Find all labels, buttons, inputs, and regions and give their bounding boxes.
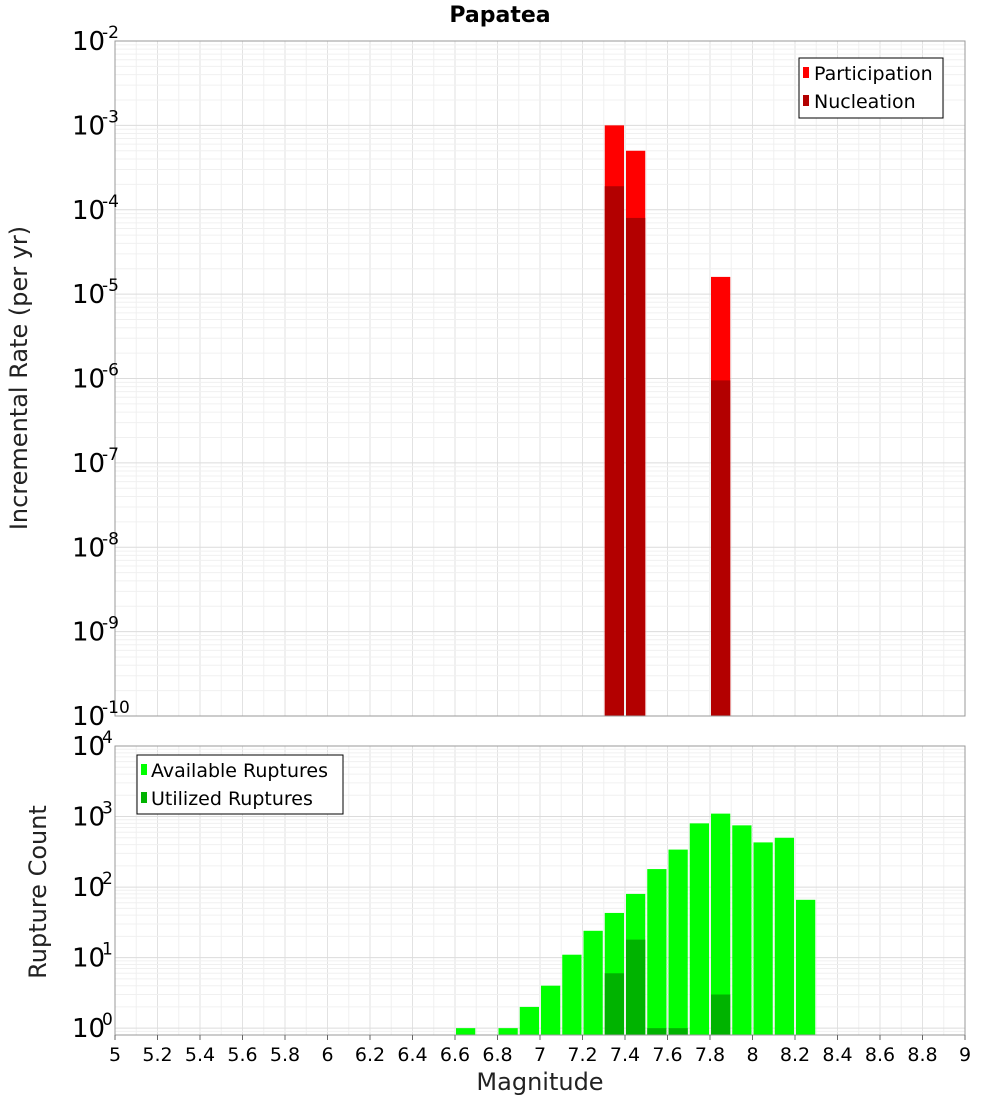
x-tick-label: 6.6 — [440, 1044, 470, 1066]
x-tick-label: 7.4 — [610, 1044, 640, 1066]
y-tick-exponent: -7 — [102, 445, 119, 465]
count-y-axis-label: Rupture Count — [24, 805, 52, 979]
y-tick-label: 10 — [72, 196, 105, 226]
rate-legend: Participation Nucleation — [798, 57, 944, 119]
x-tick-label: 7.2 — [567, 1044, 597, 1066]
y-tick-label: 10 — [72, 111, 105, 141]
x-tick-label: 7.8 — [695, 1044, 725, 1066]
x-tick-label: 8 — [746, 1044, 758, 1066]
x-tick-label: 5.4 — [185, 1044, 215, 1066]
x-tick-label: 5.2 — [142, 1044, 172, 1066]
available-ruptures-bar — [689, 823, 709, 1035]
y-tick-label: 10 — [72, 944, 105, 974]
y-tick-exponent: -4 — [102, 192, 119, 212]
available-ruptures-bar — [753, 842, 773, 1035]
x-tick-label: 8.8 — [907, 1044, 937, 1066]
utilized-legend-swatch — [141, 792, 147, 803]
y-tick-exponent: 4 — [102, 728, 113, 748]
x-tick-label: 8.6 — [865, 1044, 895, 1066]
magnitude-x-ticks: 5 5.2 5.4 5.6 5.8 6 6.2 6.4 6.6 6.8 7 7.2 7.4 7.6 7.8 8… — [109, 1035, 971, 1066]
y-tick-label: 10 — [72, 27, 105, 57]
utilized-ruptures-bar — [604, 973, 624, 1035]
x-tick-label: 5.6 — [227, 1044, 257, 1066]
y-tick-label: 10 — [72, 803, 105, 833]
nucleation-bar — [626, 217, 646, 716]
x-axis-label: Magnitude — [476, 1068, 603, 1096]
participation-legend-swatch — [803, 67, 809, 78]
x-tick-label: 8.2 — [780, 1044, 810, 1066]
y-tick-label: 10 — [72, 365, 105, 395]
y-tick-exponent: -3 — [102, 107, 119, 127]
x-tick-label: 6 — [321, 1044, 333, 1066]
rate-gridlines — [114, 40, 966, 717]
available-legend-label: Available Ruptures — [151, 760, 328, 782]
y-tick-exponent: 2 — [102, 869, 113, 889]
y-tick-label: 10 — [72, 1014, 105, 1044]
available-ruptures-bar — [668, 849, 688, 1035]
rate-legend-box — [798, 57, 944, 119]
available-ruptures-bar — [519, 1006, 539, 1035]
count-bars — [456, 813, 816, 1035]
count-legend: Available Ruptures Utilized Ruptures — [136, 754, 344, 815]
available-ruptures-bar — [796, 899, 816, 1035]
y-tick-exponent: 0 — [102, 1010, 113, 1030]
available-legend-swatch — [141, 764, 147, 775]
nucleation-legend-label: Nucleation — [814, 91, 916, 113]
x-tick-label: 7.6 — [652, 1044, 682, 1066]
nucleation-bar — [711, 380, 731, 716]
available-ruptures-bar — [541, 985, 561, 1035]
y-tick-label: 10 — [72, 873, 105, 903]
participation-legend-label: Participation — [814, 63, 933, 85]
count-legend-box — [136, 754, 344, 815]
y-tick-exponent: -10 — [102, 698, 130, 718]
x-tick-label: 6.4 — [397, 1044, 427, 1066]
available-ruptures-bar — [456, 1028, 476, 1035]
available-ruptures-bar — [711, 813, 731, 1035]
utilized-ruptures-bar — [626, 939, 646, 1035]
x-tick-label: 6.8 — [482, 1044, 512, 1066]
available-ruptures-bar — [562, 954, 582, 1035]
available-ruptures-bar — [647, 869, 667, 1035]
utilized-legend-label: Utilized Ruptures — [151, 788, 313, 810]
y-tick-exponent: -5 — [102, 276, 119, 296]
x-tick-label: 7 — [534, 1044, 546, 1066]
rate-plot-border — [114, 40, 966, 717]
y-tick-label: 10 — [72, 449, 105, 479]
utilized-ruptures-bar — [647, 1028, 667, 1035]
y-tick-exponent: -2 — [102, 23, 119, 43]
chart-title: Papatea — [449, 3, 550, 28]
y-tick-exponent: -9 — [102, 614, 119, 634]
utilized-ruptures-bar — [668, 1028, 688, 1035]
x-tick-label: 6.2 — [355, 1044, 385, 1066]
y-tick-label: 10 — [72, 618, 105, 648]
y-tick-label: 10 — [72, 702, 105, 732]
y-tick-exponent: 3 — [102, 799, 113, 819]
utilized-ruptures-bar — [711, 994, 731, 1035]
y-tick-exponent: -8 — [102, 529, 119, 549]
x-tick-label: 8.4 — [822, 1044, 852, 1066]
available-ruptures-bar — [498, 1028, 518, 1035]
y-tick-label: 10 — [72, 533, 105, 563]
x-tick-label: 5 — [109, 1044, 121, 1066]
x-tick-label: 9 — [959, 1044, 971, 1066]
rate-panel: 10-210-310-410-510-610-710-810-910-10 In… — [5, 23, 966, 732]
rate-y-ticks: 10-210-310-410-510-610-710-810-910-10 — [72, 23, 130, 732]
available-ruptures-bar — [583, 930, 603, 1035]
nucleation-legend-swatch — [803, 95, 809, 106]
y-tick-label: 10 — [72, 732, 105, 762]
available-ruptures-bar — [732, 825, 752, 1035]
y-tick-exponent: 1 — [102, 940, 113, 960]
rate-bars — [604, 125, 731, 716]
rate-y-axis-label: Incremental Rate (per yr) — [5, 226, 33, 530]
y-tick-label: 10 — [72, 280, 105, 310]
available-ruptures-bar — [774, 837, 794, 1035]
y-tick-exponent: -6 — [102, 361, 119, 381]
nucleation-bar — [604, 186, 624, 716]
x-tick-label: 5.8 — [270, 1044, 300, 1066]
